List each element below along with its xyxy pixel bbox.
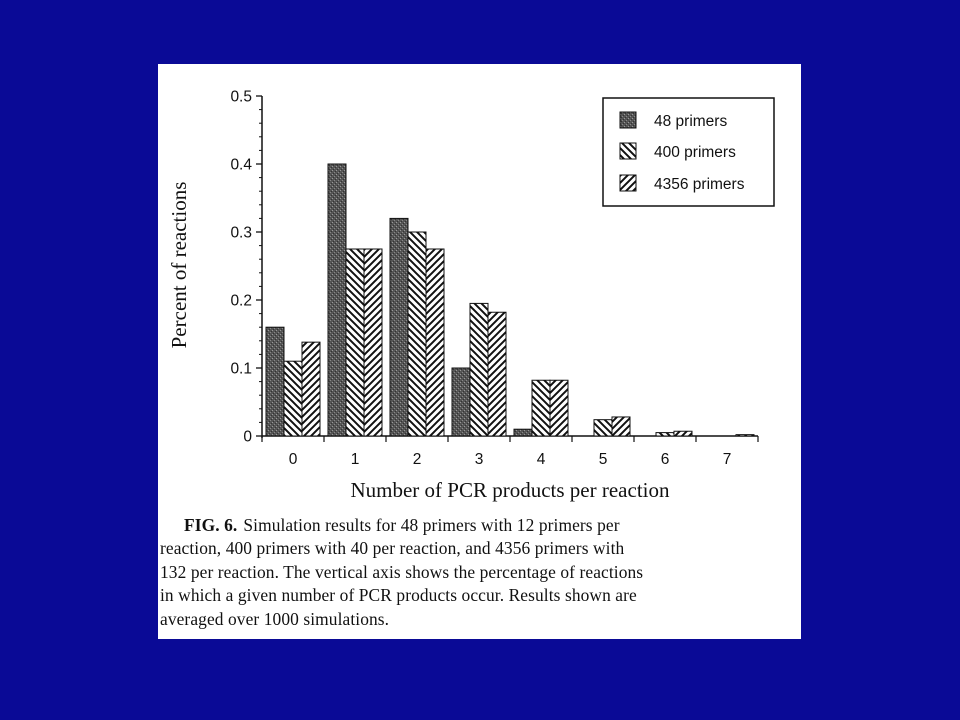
bar [531, 379, 551, 437]
legend-label-4356: 4356 primers [654, 176, 745, 193]
legend-label-48: 48 primers [654, 113, 727, 130]
caption-fig-label: FIG. 6. [184, 515, 238, 535]
bar [655, 432, 675, 437]
legend-swatch-4356 [619, 174, 637, 192]
bar [611, 416, 631, 437]
y-tick-label: 0.3 [230, 225, 252, 242]
bar [389, 217, 409, 437]
y-tick-label: 0.5 [230, 89, 252, 106]
legend-label-400: 400 primers [654, 144, 736, 161]
caption-text-1: Simulation results for 48 primers with 1… [243, 515, 620, 535]
bar [673, 430, 693, 437]
x-tick-label: 7 [723, 451, 732, 468]
x-tick-label: 4 [537, 451, 546, 468]
caption-line-4: in which a given number of PCR products … [160, 585, 637, 606]
bar [549, 379, 569, 437]
bar [735, 434, 755, 437]
x-tick-label: 1 [351, 451, 360, 468]
x-tick-label: 6 [661, 451, 670, 468]
bar [283, 360, 303, 437]
bar [345, 248, 365, 437]
bar [487, 311, 507, 437]
figure-caption: FIG. 6. Simulation results for 48 primers… [160, 514, 790, 631]
caption-line-1: FIG. 6. Simulation results for 48 primers… [160, 514, 790, 537]
y-tick-label: 0.2 [230, 293, 252, 310]
y-tick-label: 0.1 [230, 361, 252, 378]
x-tick-label: 0 [289, 451, 298, 468]
bar [327, 163, 347, 437]
bar [363, 248, 383, 437]
caption-line-3: 132 per reaction. The vertical axis show… [160, 561, 644, 582]
bars [265, 163, 755, 437]
figure-panel: Percent of reactions Number of PCR produ… [158, 64, 801, 639]
x-axis-label: Number of PCR products per reaction [350, 478, 670, 502]
bar [407, 231, 427, 437]
caption-line-5: averaged over 1000 simulations. [160, 608, 390, 629]
caption-line-2: reaction, 400 primers with 40 per reacti… [160, 538, 625, 559]
y-tick-label: 0 [243, 429, 252, 446]
bar [301, 341, 321, 437]
y-axis-label: Percent of reactions [167, 182, 191, 349]
bar [425, 248, 445, 437]
y-tick-label: 0.4 [230, 157, 252, 174]
bar [265, 326, 285, 437]
legend: 48 primers 400 primers 4356 primers [602, 97, 775, 207]
bar [513, 428, 533, 437]
bar [451, 367, 471, 437]
legend-swatch-48 [619, 111, 637, 129]
bar [593, 419, 613, 437]
x-tick-label: 2 [413, 451, 422, 468]
legend-swatch-400 [619, 142, 637, 160]
bar-chart: Percent of reactions Number of PCR produ… [167, 89, 775, 502]
bar [469, 302, 489, 437]
x-tick-label: 5 [599, 451, 608, 468]
x-tick-label: 3 [475, 451, 484, 468]
